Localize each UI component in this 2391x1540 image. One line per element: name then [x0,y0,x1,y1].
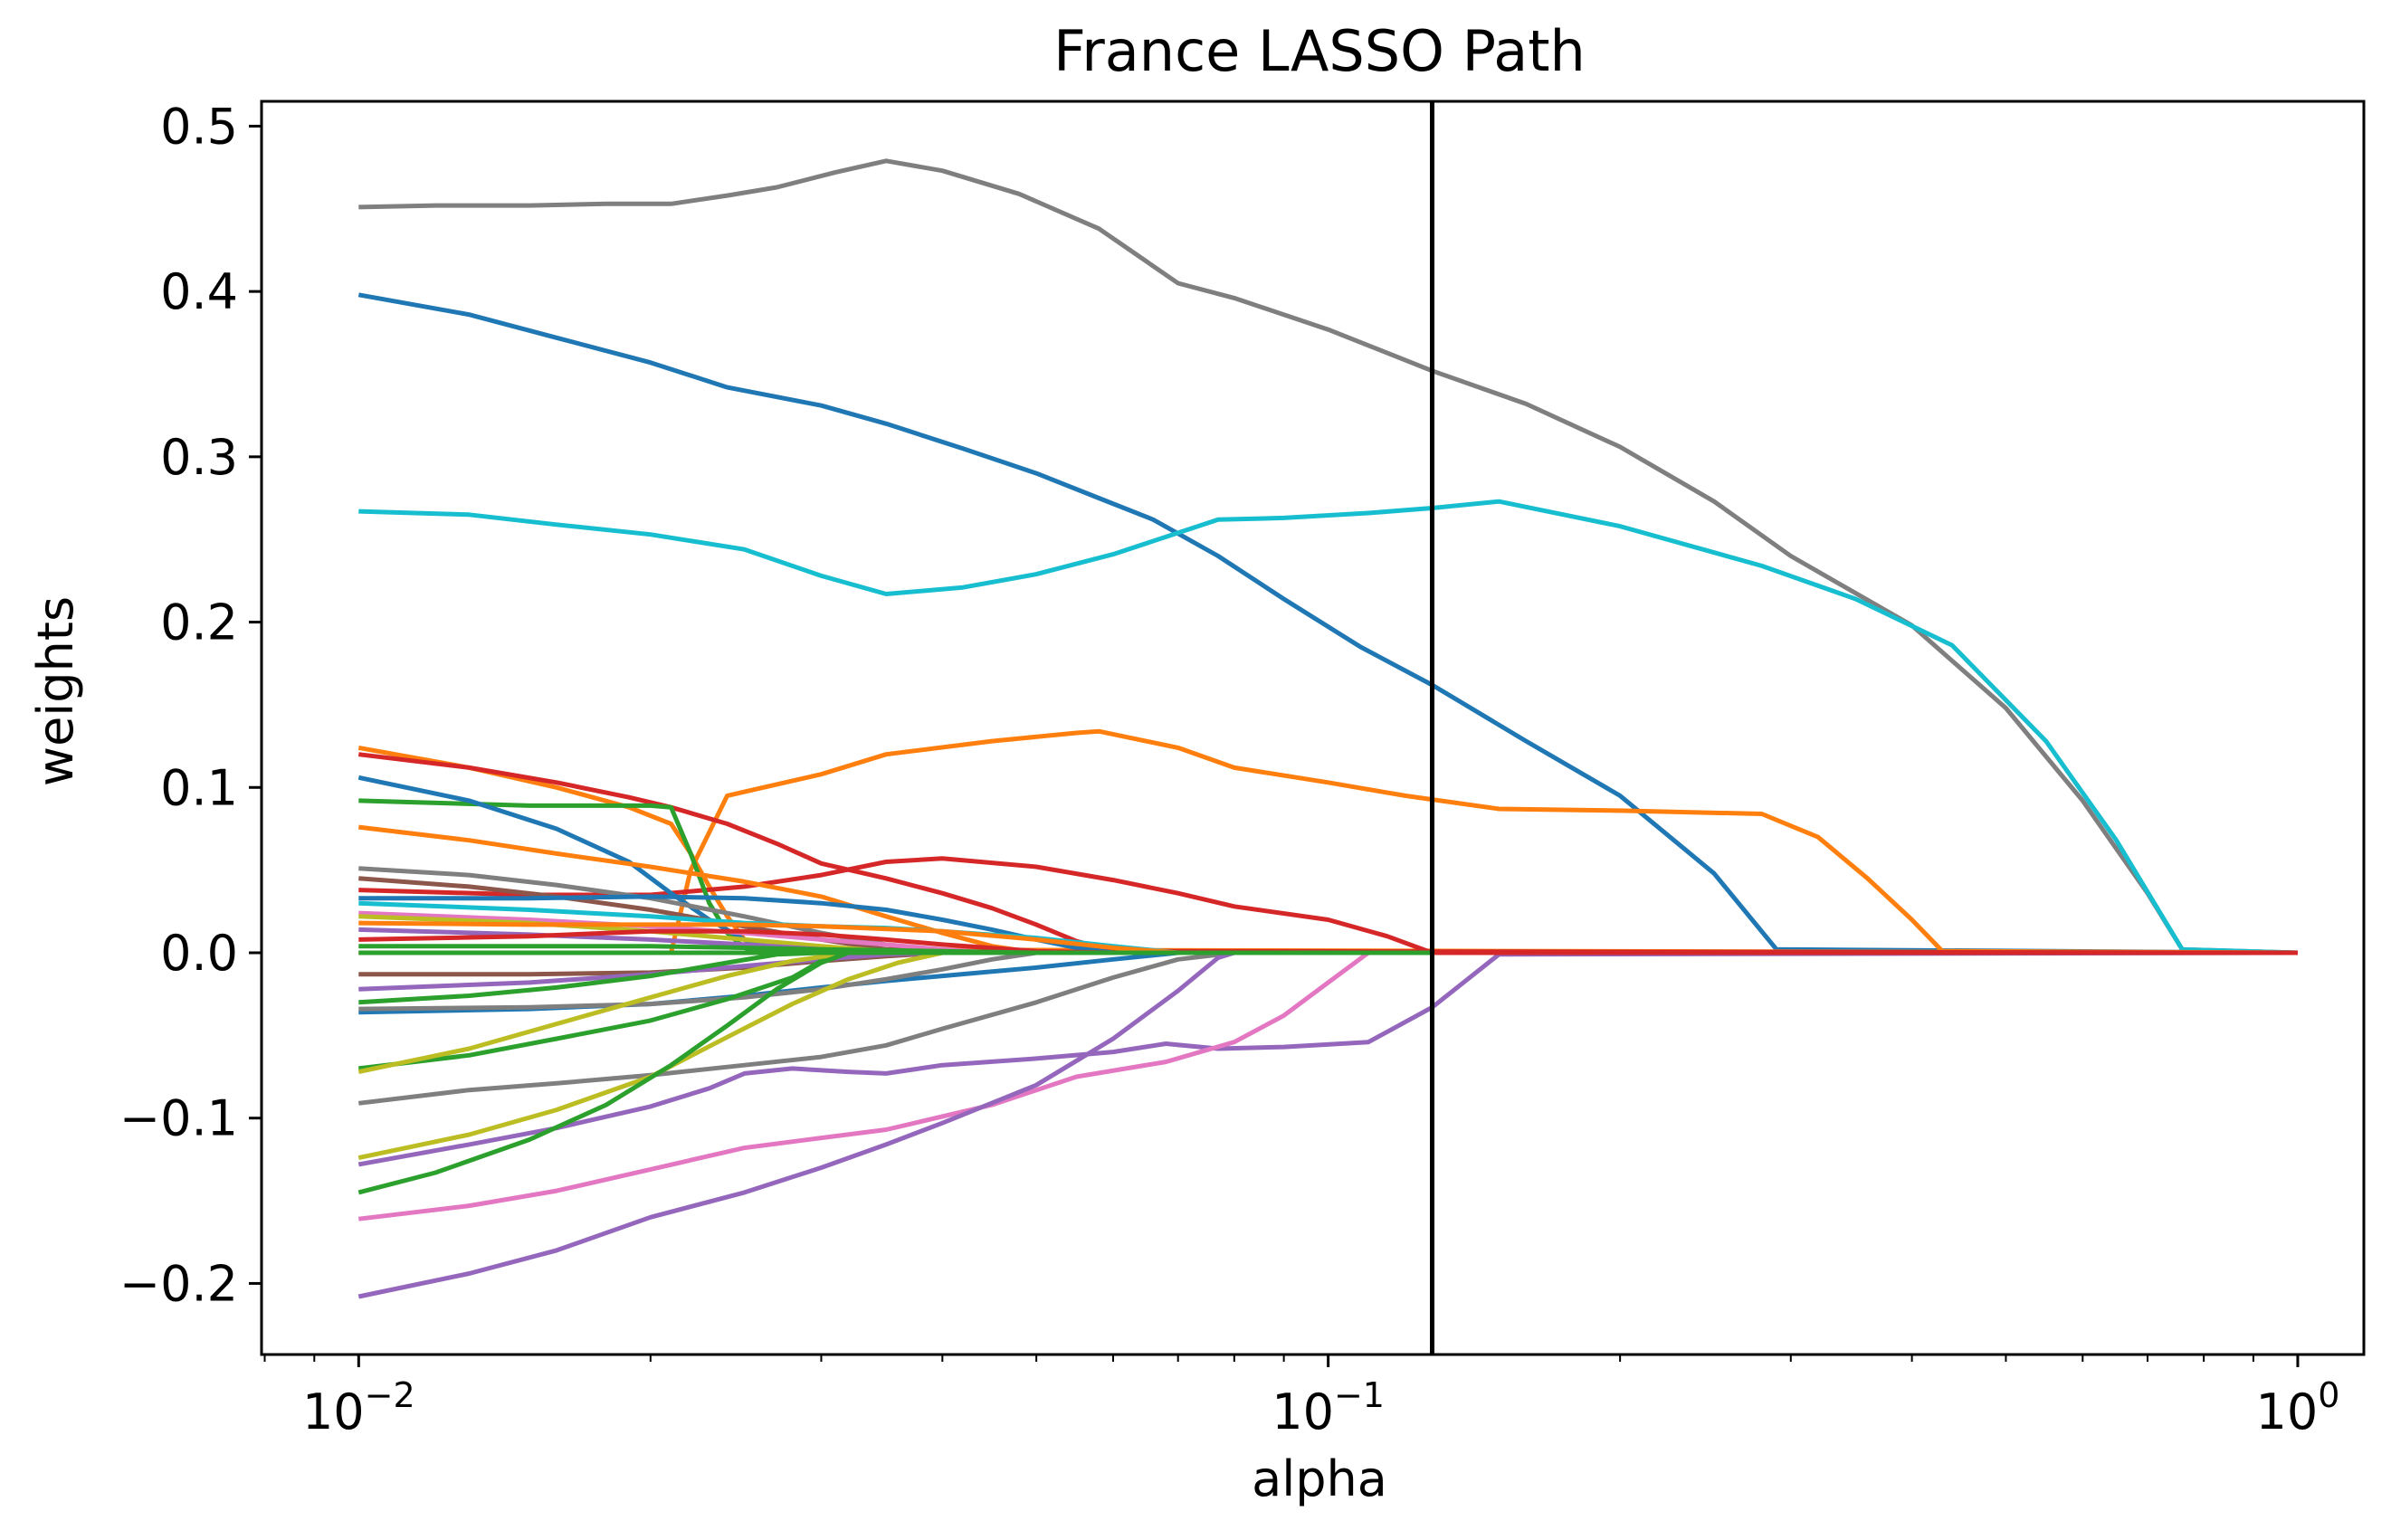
series-line-1 [358,158,2299,955]
x-axis: 10−2 10−1 100 [263,1355,2339,1440]
series-line-28 [358,950,2298,1106]
series-line-24 [358,950,2298,1012]
y-tick-label: 0.3 [160,429,238,486]
series-line-2 [357,292,2299,955]
x-axis-label: alpha [1252,1450,1387,1507]
series-layer [357,158,2299,1299]
chart-title: France LASSO Path [1053,18,1586,84]
plot-frame [260,100,2366,1356]
y-axis-label: weights [27,596,84,786]
y-axis: 0.5 0.4 0.3 0.2 0.1 0.0 −0.1 −0.2 [119,98,262,1312]
y-tick-label: 0.2 [160,594,238,651]
series-line-7 [358,856,2298,955]
series-line-8 [358,798,2298,955]
series-line-18 [358,920,2298,955]
y-tick-label: 0.4 [160,263,238,320]
series-line-33 [357,950,2298,1299]
series-line-30 [357,950,2299,1167]
series-line-5 [358,728,2299,955]
y-tick-label: −0.2 [119,1255,238,1312]
series-line-6 [358,752,2299,955]
y-tick-label: 0.0 [160,925,238,982]
series-line-31 [357,950,2298,1195]
x-tick-label: 10−2 [302,1375,415,1440]
series-line-13 [358,894,2298,955]
x-tick-label: 100 [2255,1375,2339,1440]
series-line-3 [358,499,2299,955]
series-line-29 [357,950,2298,1161]
y-tick-label: −0.1 [119,1090,238,1147]
x-tick-label: 10−1 [1272,1375,1385,1440]
y-tick-label: 0.1 [160,759,238,816]
y-tick-label: 0.5 [160,98,238,155]
